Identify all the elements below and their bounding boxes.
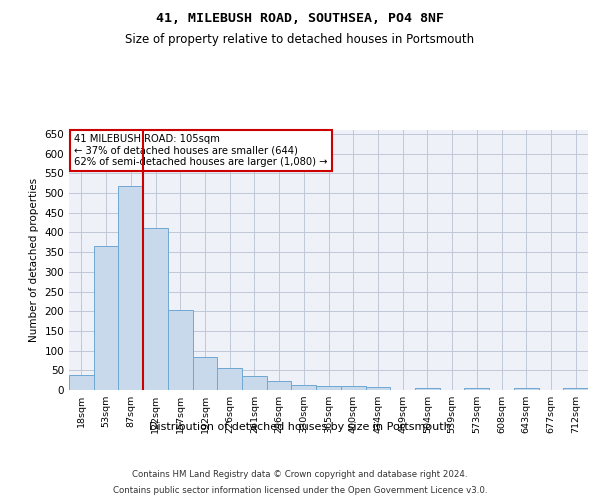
Text: 41 MILEBUSH ROAD: 105sqm
← 37% of detached houses are smaller (644)
62% of semi-: 41 MILEBUSH ROAD: 105sqm ← 37% of detach… xyxy=(74,134,328,167)
Bar xyxy=(341,386,365,390)
Bar xyxy=(168,310,193,390)
Bar xyxy=(292,386,316,390)
Text: Distribution of detached houses by size in Portsmouth: Distribution of detached houses by size … xyxy=(149,422,451,432)
Bar xyxy=(365,387,390,390)
Bar xyxy=(217,368,242,390)
Bar xyxy=(94,246,118,390)
Bar xyxy=(415,388,440,390)
Text: Contains HM Land Registry data © Crown copyright and database right 2024.: Contains HM Land Registry data © Crown c… xyxy=(132,470,468,479)
Bar xyxy=(464,388,489,390)
Bar xyxy=(316,386,341,390)
Y-axis label: Number of detached properties: Number of detached properties xyxy=(29,178,39,342)
Text: Size of property relative to detached houses in Portsmouth: Size of property relative to detached ho… xyxy=(125,32,475,46)
Bar xyxy=(118,186,143,390)
Bar xyxy=(242,376,267,390)
Bar xyxy=(514,388,539,390)
Bar xyxy=(143,228,168,390)
Text: 41, MILEBUSH ROAD, SOUTHSEA, PO4 8NF: 41, MILEBUSH ROAD, SOUTHSEA, PO4 8NF xyxy=(156,12,444,26)
Bar xyxy=(193,358,217,390)
Bar xyxy=(563,388,588,390)
Bar xyxy=(69,375,94,390)
Bar xyxy=(267,382,292,390)
Text: Contains public sector information licensed under the Open Government Licence v3: Contains public sector information licen… xyxy=(113,486,487,495)
